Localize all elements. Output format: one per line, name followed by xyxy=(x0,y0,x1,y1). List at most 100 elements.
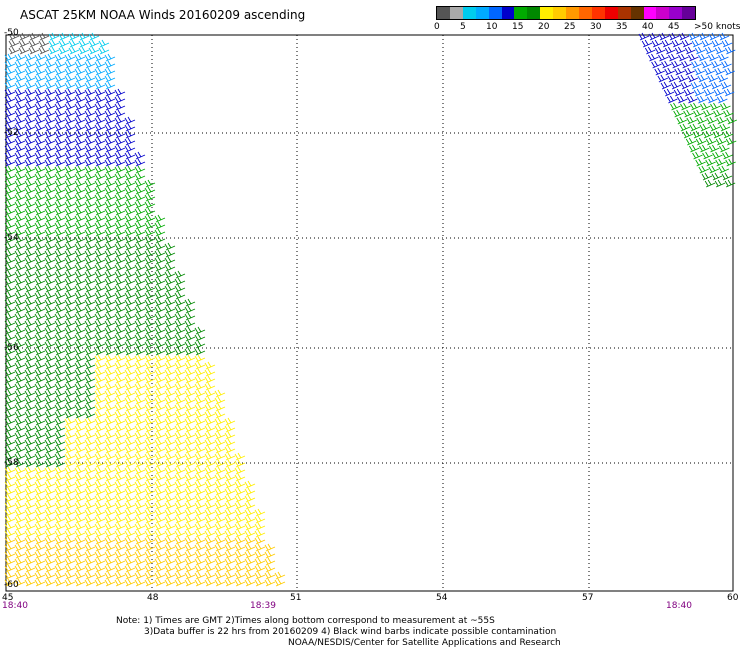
wind-barb xyxy=(64,221,76,230)
wind-barb xyxy=(58,39,70,48)
wind-barb xyxy=(214,396,226,405)
wind-barb xyxy=(104,74,116,83)
wind-barb xyxy=(4,235,16,244)
legend-label: >50 knots xyxy=(694,22,740,32)
wind-barb xyxy=(84,270,96,279)
wind-barb xyxy=(24,151,36,160)
wind-barb xyxy=(4,424,16,433)
wind-barb xyxy=(74,403,86,412)
wind-barb xyxy=(194,382,206,391)
wind-barb xyxy=(74,214,86,223)
wind-barb xyxy=(54,88,66,97)
wind-barb xyxy=(124,123,136,132)
wind-barb xyxy=(24,361,36,370)
wind-barb xyxy=(94,508,106,517)
wind-barb xyxy=(184,326,196,335)
wind-barb xyxy=(124,459,136,468)
wind-barb xyxy=(164,480,176,489)
wind-barb xyxy=(54,67,66,76)
wind-barb xyxy=(204,361,216,370)
wind-barb xyxy=(104,186,116,195)
wind-barb xyxy=(44,235,56,244)
wind-barb xyxy=(194,326,206,335)
wind-barb xyxy=(4,445,16,454)
wind-barb xyxy=(114,445,126,454)
wind-barb xyxy=(24,368,36,377)
wind-barb xyxy=(74,312,86,321)
wind-barb xyxy=(154,431,166,440)
wind-barb xyxy=(64,473,76,482)
wind-barb xyxy=(44,382,56,391)
wind-barb xyxy=(174,578,186,587)
wind-barb xyxy=(64,375,76,384)
wind-barb xyxy=(144,466,156,475)
wind-barb xyxy=(34,221,46,230)
wind-barb xyxy=(54,186,66,195)
wind-barb xyxy=(74,207,86,216)
wind-barb xyxy=(34,375,46,384)
wind-barb xyxy=(64,389,76,398)
wind-barb xyxy=(702,130,714,139)
wind-barb xyxy=(174,501,186,510)
wind-barb xyxy=(34,354,46,363)
wind-barb xyxy=(164,501,176,510)
wind-barb xyxy=(64,207,76,216)
wind-barb xyxy=(44,417,56,426)
wind-barb xyxy=(34,445,46,454)
wind-barb xyxy=(676,95,688,104)
wind-barb xyxy=(64,235,76,244)
wind-barb xyxy=(194,529,206,538)
legend-labels: 0 5 10 15 20 25 30 35 40 45 >50 knots xyxy=(434,20,740,32)
wind-barb xyxy=(154,480,166,489)
wind-barb xyxy=(713,88,725,97)
wind-barb xyxy=(8,39,20,48)
wind-barb xyxy=(74,116,86,125)
wind-barb xyxy=(74,291,86,300)
wind-barb xyxy=(94,578,106,587)
wind-barb xyxy=(664,46,676,55)
wind-barb xyxy=(711,172,723,181)
wind-barb xyxy=(34,557,46,566)
wind-barb xyxy=(194,347,206,356)
wind-barb xyxy=(54,410,66,419)
wind-barb xyxy=(74,151,86,160)
wind-barb xyxy=(84,109,96,118)
wind-barb xyxy=(114,186,126,195)
wind-barb xyxy=(104,193,116,202)
wind-barb xyxy=(691,39,703,48)
wind-barb xyxy=(174,431,186,440)
legend-label: 45 xyxy=(668,22,680,32)
wind-barb xyxy=(114,158,126,167)
wind-barb xyxy=(174,410,186,419)
wind-barb xyxy=(114,312,126,321)
wind-barb xyxy=(4,67,16,76)
wind-barb xyxy=(14,130,26,139)
wind-barb xyxy=(84,102,96,111)
wind-barb xyxy=(94,389,106,398)
wind-barb xyxy=(693,88,705,97)
wind-barb xyxy=(54,382,66,391)
wind-barb xyxy=(24,158,36,167)
wind-barb xyxy=(254,578,266,587)
wind-barb xyxy=(184,312,196,321)
wind-barb xyxy=(688,53,699,62)
wind-barb xyxy=(214,522,226,531)
wind-barb xyxy=(4,291,16,300)
legend-label: 25 xyxy=(564,22,576,32)
wind-barb xyxy=(154,522,166,531)
wind-barb xyxy=(114,88,126,97)
wind-barb xyxy=(214,424,226,433)
wind-barb xyxy=(174,340,186,349)
wind-barb xyxy=(680,81,692,90)
wind-barb xyxy=(144,445,156,454)
wind-barb xyxy=(708,165,720,174)
wind-barb xyxy=(214,515,226,524)
wind-barb xyxy=(114,165,126,174)
wind-barb xyxy=(94,459,106,468)
wind-barb xyxy=(88,32,100,41)
wind-barb xyxy=(74,263,86,272)
wind-barb xyxy=(54,389,66,398)
wind-barb xyxy=(194,368,206,377)
wind-barb xyxy=(224,445,236,454)
wind-barb xyxy=(64,487,76,496)
